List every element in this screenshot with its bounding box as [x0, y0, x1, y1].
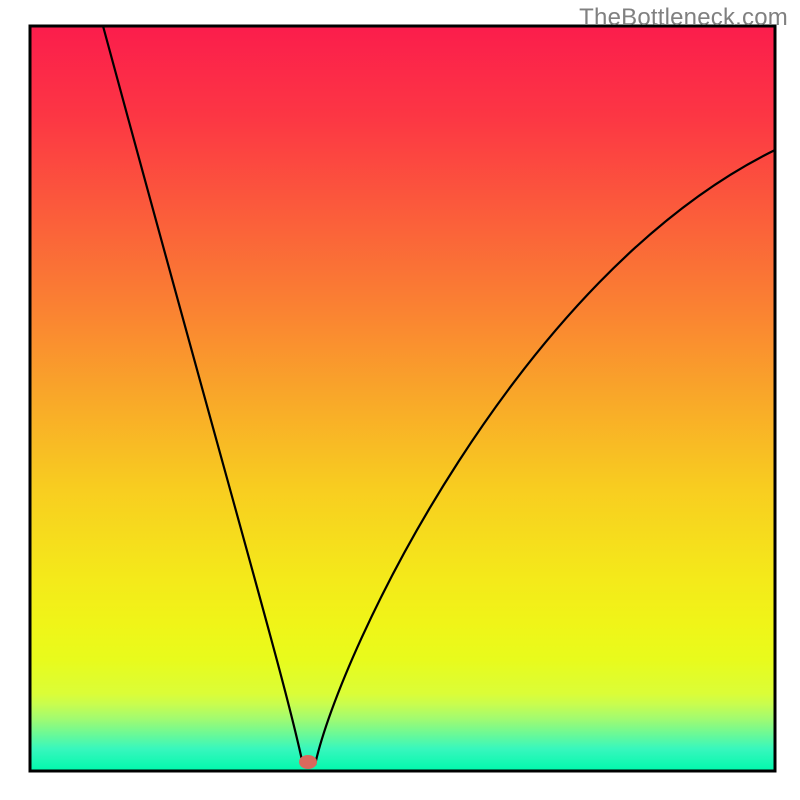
bottleneck-chart: [0, 0, 800, 800]
watermark-text: TheBottleneck.com: [579, 4, 788, 32]
valley-marker: [299, 755, 317, 769]
chart-container: TheBottleneck.com: [0, 0, 800, 800]
plot-background: [30, 26, 775, 771]
